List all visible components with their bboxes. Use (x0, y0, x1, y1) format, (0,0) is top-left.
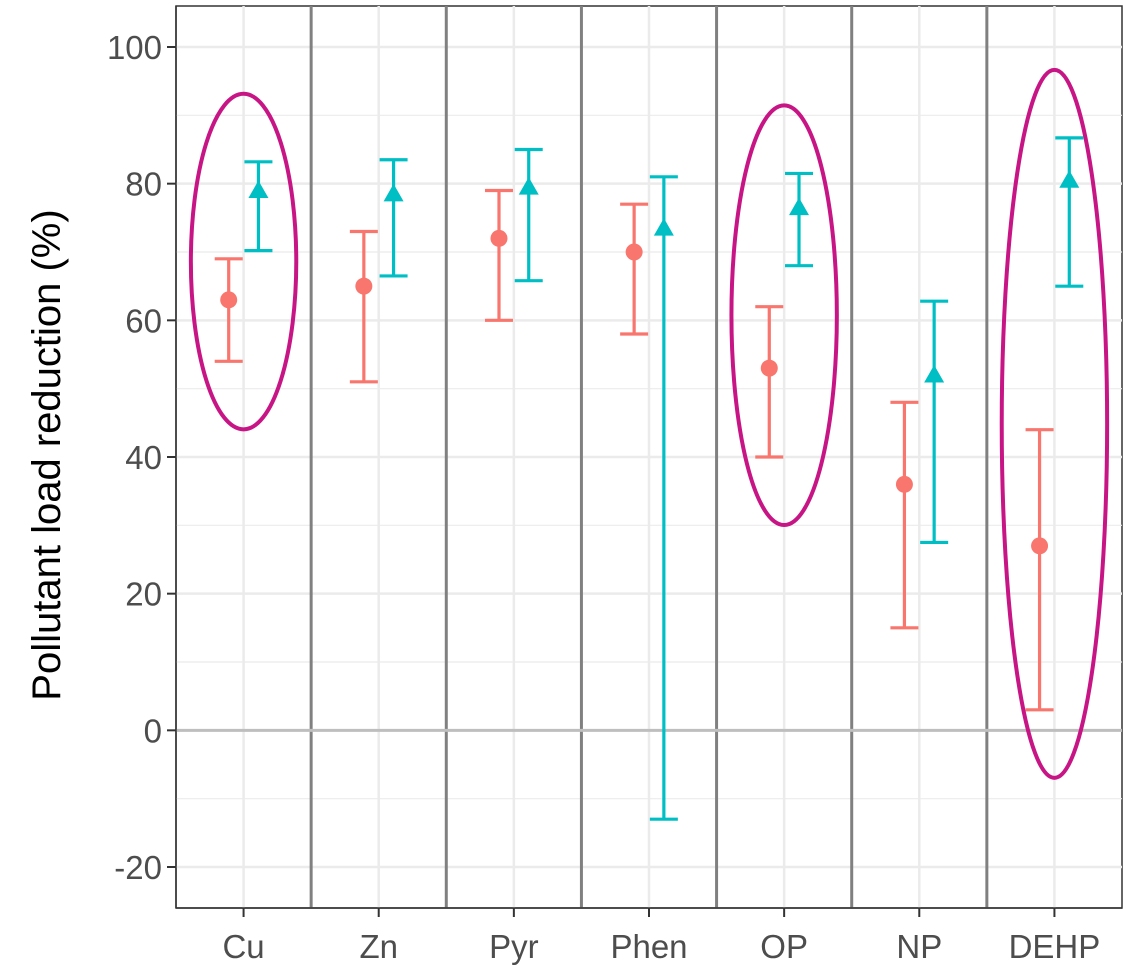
data-point-group (349, 229, 378, 384)
highlight-ellipses (188, 67, 1110, 780)
x-tick-label: OP (760, 928, 808, 965)
x-axis: Cu Zn Pyr Phen OP NP DEHP (176, 907, 1122, 965)
data-point-circle (490, 229, 508, 247)
data-point-group (890, 400, 919, 630)
data-point-group (484, 188, 513, 322)
y-tick-label: 20 (125, 576, 162, 613)
data-point-group (379, 158, 408, 278)
data-point-group (214, 257, 243, 363)
x-tick-label: NP (896, 928, 942, 965)
data-point-triangle (789, 197, 810, 216)
x-tick-label: Cu (222, 928, 264, 965)
x-tick-label: Phen (610, 928, 687, 965)
category-separators (309, 6, 989, 908)
y-tick-label: 60 (125, 302, 162, 339)
y-tick-label: 0 (144, 712, 162, 749)
data-point-group (649, 175, 678, 821)
data-point-circle (1031, 537, 1049, 555)
data-point-triangle (653, 218, 674, 236)
data-point-group (620, 202, 649, 336)
data-point-triangle (248, 180, 269, 198)
y-tick-label: 40 (125, 439, 162, 476)
highlight-ellipse (999, 67, 1110, 780)
data-point-circle (895, 475, 913, 493)
data-point-triangle (518, 177, 539, 195)
x-tick-label: DEHP (1009, 928, 1101, 965)
data-point-circle (355, 277, 373, 295)
data-point-circle (760, 359, 778, 377)
highlight-ellipse (729, 103, 839, 528)
data-point-triangle (1059, 170, 1080, 188)
x-tick-label: Pyr (489, 928, 539, 965)
data-point-circle (625, 243, 643, 261)
x-tick-label: Zn (359, 928, 398, 965)
data-point-group (1025, 428, 1054, 712)
data-point-circle (220, 291, 238, 309)
data-point-group (244, 160, 273, 253)
y-axis: -20 0 20 40 60 80 100 (107, 6, 177, 908)
data-point-group (920, 299, 949, 545)
data-point-group (514, 147, 543, 283)
highlight-ellipse (188, 91, 299, 432)
data-point-group (785, 171, 814, 268)
series-layer (214, 136, 1084, 821)
data-point-group (1055, 136, 1084, 288)
y-axis-title: Pollutant load reduction (%) (25, 209, 69, 700)
y-tick-label: 80 (125, 166, 162, 203)
data-point-triangle (383, 183, 404, 202)
y-tick-label: -20 (114, 849, 162, 886)
y-tick-label: 100 (107, 29, 162, 66)
data-point-triangle (924, 365, 945, 383)
data-point-group (755, 305, 784, 459)
major-gridlines (176, 6, 1122, 908)
